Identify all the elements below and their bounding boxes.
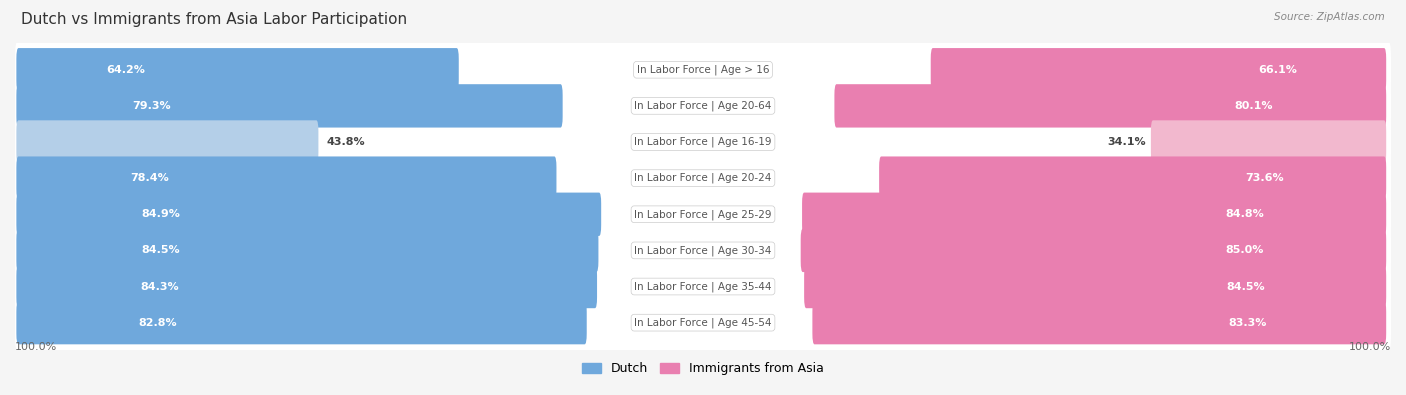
Bar: [11, 201, 1395, 227]
Bar: [11, 310, 1395, 336]
FancyBboxPatch shape: [800, 229, 1386, 272]
Bar: [15, 94, 1391, 118]
FancyBboxPatch shape: [17, 301, 586, 344]
Text: 84.8%: 84.8%: [1226, 209, 1264, 219]
FancyBboxPatch shape: [834, 84, 1386, 128]
Legend: Dutch, Immigrants from Asia: Dutch, Immigrants from Asia: [576, 357, 830, 380]
FancyBboxPatch shape: [15, 40, 1391, 100]
Text: In Labor Force | Age 25-29: In Labor Force | Age 25-29: [634, 209, 772, 220]
Text: 43.8%: 43.8%: [326, 137, 366, 147]
FancyBboxPatch shape: [17, 156, 557, 200]
Text: 78.4%: 78.4%: [131, 173, 169, 183]
FancyBboxPatch shape: [17, 48, 458, 91]
FancyBboxPatch shape: [15, 184, 1391, 244]
Bar: [11, 129, 1395, 155]
FancyBboxPatch shape: [15, 256, 1391, 316]
Text: 100.0%: 100.0%: [15, 342, 58, 352]
Bar: [11, 237, 1395, 263]
FancyBboxPatch shape: [931, 48, 1386, 91]
FancyBboxPatch shape: [17, 193, 602, 236]
FancyBboxPatch shape: [15, 148, 1391, 208]
Bar: [11, 57, 1395, 83]
Bar: [15, 202, 1391, 227]
FancyBboxPatch shape: [17, 120, 318, 164]
Text: In Labor Force | Age 20-64: In Labor Force | Age 20-64: [634, 101, 772, 111]
FancyBboxPatch shape: [15, 112, 1391, 172]
Bar: [15, 130, 1391, 154]
Text: 79.3%: 79.3%: [132, 101, 170, 111]
Text: In Labor Force | Age 20-24: In Labor Force | Age 20-24: [634, 173, 772, 183]
Bar: [15, 238, 1391, 263]
Text: 64.2%: 64.2%: [105, 65, 145, 75]
FancyBboxPatch shape: [15, 220, 1391, 280]
Text: 84.5%: 84.5%: [141, 245, 180, 256]
FancyBboxPatch shape: [879, 156, 1386, 200]
Bar: [15, 274, 1391, 299]
Bar: [15, 57, 1391, 82]
FancyBboxPatch shape: [15, 76, 1391, 136]
Text: In Labor Force | Age 16-19: In Labor Force | Age 16-19: [634, 137, 772, 147]
FancyBboxPatch shape: [17, 265, 598, 308]
Bar: [11, 93, 1395, 119]
Text: 85.0%: 85.0%: [1226, 245, 1264, 256]
Bar: [15, 166, 1391, 190]
Text: In Labor Force | Age 30-34: In Labor Force | Age 30-34: [634, 245, 772, 256]
Text: 73.6%: 73.6%: [1246, 173, 1284, 183]
Text: Dutch vs Immigrants from Asia Labor Participation: Dutch vs Immigrants from Asia Labor Part…: [21, 12, 408, 27]
Bar: [15, 310, 1391, 335]
Bar: [11, 273, 1395, 299]
Bar: [11, 165, 1395, 191]
Text: Source: ZipAtlas.com: Source: ZipAtlas.com: [1274, 12, 1385, 22]
FancyBboxPatch shape: [17, 84, 562, 128]
Text: 84.5%: 84.5%: [1226, 282, 1265, 292]
Text: 84.3%: 84.3%: [141, 282, 180, 292]
Text: 80.1%: 80.1%: [1234, 101, 1272, 111]
Text: 84.9%: 84.9%: [142, 209, 180, 219]
FancyBboxPatch shape: [15, 293, 1391, 353]
Text: 66.1%: 66.1%: [1258, 65, 1296, 75]
FancyBboxPatch shape: [804, 265, 1386, 308]
Text: 100.0%: 100.0%: [1348, 342, 1391, 352]
Text: In Labor Force | Age 35-44: In Labor Force | Age 35-44: [634, 281, 772, 292]
Text: In Labor Force | Age 45-54: In Labor Force | Age 45-54: [634, 318, 772, 328]
FancyBboxPatch shape: [17, 229, 599, 272]
FancyBboxPatch shape: [1152, 120, 1386, 164]
Text: 34.1%: 34.1%: [1108, 137, 1146, 147]
Text: In Labor Force | Age > 16: In Labor Force | Age > 16: [637, 64, 769, 75]
FancyBboxPatch shape: [801, 193, 1386, 236]
FancyBboxPatch shape: [813, 301, 1386, 344]
Text: 83.3%: 83.3%: [1229, 318, 1267, 328]
Text: 82.8%: 82.8%: [138, 318, 177, 328]
